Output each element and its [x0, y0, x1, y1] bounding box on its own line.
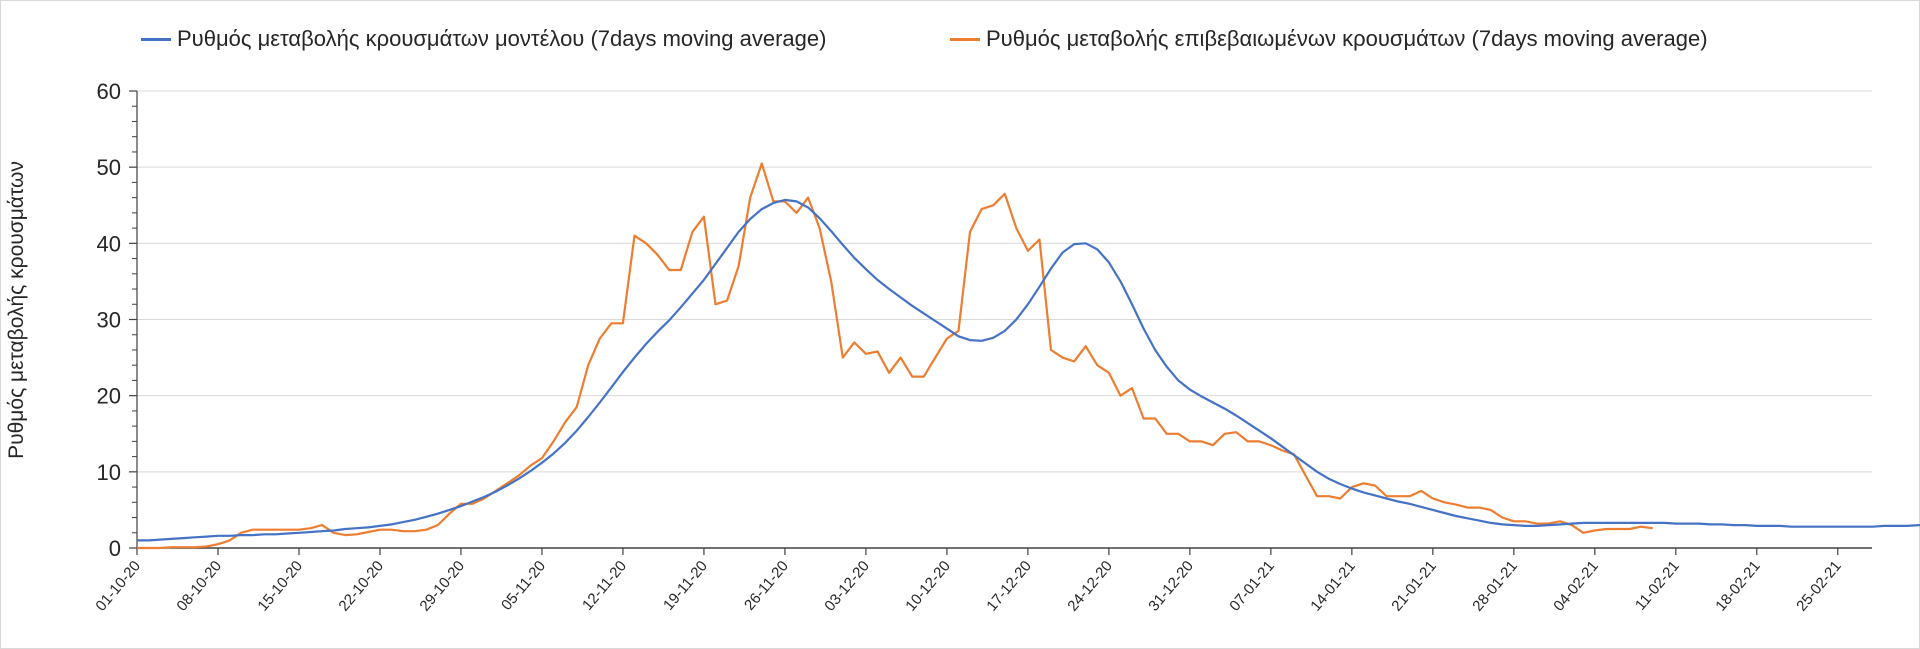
- series-lines: [137, 162, 1920, 550]
- x-tick-label: 24-12-20: [1064, 558, 1116, 615]
- series-line-model: [137, 198, 1920, 542]
- x-tick-label: 03-12-20: [821, 558, 873, 615]
- y-tick-label: 20: [97, 384, 121, 409]
- x-tick-label: 21-01-21: [1388, 558, 1440, 615]
- x-tick-label: 19-11-20: [660, 558, 711, 614]
- y-tick-label: 50: [97, 155, 121, 180]
- y-tick-label: 10: [97, 460, 121, 485]
- x-tick-label: 11-02-21: [1632, 558, 1683, 614]
- x-axis: 01-10-20 08-10-20 15-10-20 22-10-20 29-10-20…: [92, 547, 1872, 615]
- legend-swatch-model: [141, 37, 171, 41]
- x-tick-label: 12-11-20: [579, 558, 630, 614]
- x-tick-label: 08-10-20: [173, 558, 225, 615]
- x-tick-label: 04-02-21: [1550, 558, 1602, 615]
- x-tick-label: 31-12-20: [1145, 558, 1197, 615]
- x-tick-label: 07-01-21: [1226, 558, 1278, 615]
- legend-label-confirmed: Ρυθμός μεταβολής επιβεβαιωμένων κρουσμάτ…: [986, 26, 1708, 51]
- x-tick-label: 01-10-20: [92, 558, 144, 615]
- x-tick-label: 05-11-20: [498, 558, 549, 614]
- x-tick-label: 29-10-20: [416, 558, 468, 615]
- x-tick-label: 25-02-21: [1793, 558, 1845, 615]
- legend-item-confirmed: Ρυθμός μεταβολής επιβεβαιωμένων κρουσμάτ…: [950, 24, 1708, 54]
- x-tick-label: 17-12-20: [983, 558, 1035, 615]
- x-tick-label: 28-01-21: [1469, 558, 1521, 615]
- legend-label-model: Ρυθμός μεταβολής κρουσμάτων μοντέλου (7d…: [177, 26, 827, 51]
- y-tick-label: 60: [97, 79, 121, 104]
- x-tick-label: 14-01-21: [1307, 558, 1359, 615]
- x-tick-label: 15-10-20: [254, 558, 306, 615]
- x-tick-label: 26-11-20: [741, 558, 792, 614]
- y-tick-label: 40: [97, 231, 121, 256]
- x-tick-label: 10-12-20: [902, 558, 954, 615]
- x-tick-label: 18-02-21: [1712, 558, 1764, 615]
- legend-item-model: Ρυθμός μεταβολής κρουσμάτων μοντέλου (7d…: [141, 24, 826, 54]
- x-tick-label: 22-10-20: [335, 558, 387, 615]
- y-tick-label: 30: [97, 308, 121, 333]
- gridlines: [137, 90, 1872, 473]
- legend-swatch-confirmed: [950, 37, 980, 41]
- y-axis: 0 10 20 30 40 50 60: [97, 79, 138, 561]
- y-tick-label: 0: [109, 536, 121, 561]
- series-line-confirmed: [137, 162, 1653, 550]
